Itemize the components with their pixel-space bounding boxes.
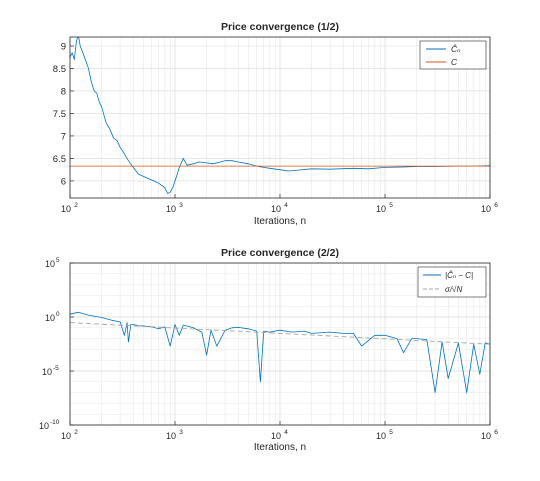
y-tick-label: 10: [45, 259, 55, 269]
legend-1-label-0: Ĉₙ: [451, 44, 461, 54]
series-line-2-0: [70, 311, 490, 394]
legend-2: |Ĉₙ − C| σ/√N: [417, 266, 487, 298]
y-tick-label: 6: [61, 176, 66, 187]
x-tick-exponent: 5: [389, 429, 393, 436]
x-tick-label: 10: [376, 204, 386, 214]
chart-1-xlabel: Iterations, n: [254, 216, 306, 227]
y-tick-exponent: 0: [56, 311, 60, 318]
y-tick-label: 9: [61, 41, 66, 52]
series-line-1-0: [70, 37, 490, 194]
x-tick-label: 10: [166, 431, 176, 441]
legend-1-box: [419, 40, 487, 70]
chart-2-title: Price convergence (2/2): [221, 247, 339, 259]
y-tick-exponent: 5: [56, 257, 60, 264]
x-tick-exponent: 2: [74, 202, 78, 209]
chart-2-xlabel: Iterations, n: [254, 442, 306, 453]
y-tick-label: 10: [39, 421, 49, 431]
y-tick-label: 7.5: [53, 109, 66, 120]
series-group-1: [70, 37, 490, 194]
axes-1: 10 2 10 3 10 4 10 5 10 666.577.588.59: [53, 41, 498, 214]
legend-1: Ĉₙ C: [419, 40, 487, 70]
x-tick-label: 10: [166, 204, 176, 214]
legend-1-label-1: C: [451, 57, 458, 67]
x-tick-exponent: 4: [284, 429, 288, 436]
y-tick-exponent: -10: [50, 419, 60, 426]
x-tick-label: 10: [61, 431, 71, 441]
y-tick-exponent: -5: [53, 365, 59, 372]
x-tick-label: 10: [61, 204, 71, 214]
x-tick-label: 10: [271, 431, 281, 441]
y-tick-label: 7: [61, 131, 66, 142]
chart-1-title: Price convergence (1/2): [221, 21, 339, 33]
legend-2-label-0: |Ĉₙ − C|: [445, 271, 473, 280]
x-tick-label: 10: [376, 431, 386, 441]
y-tick-label: 8: [61, 86, 66, 97]
x-tick-exponent: 2: [74, 429, 78, 436]
x-tick-exponent: 3: [179, 202, 183, 209]
x-tick-exponent: 6: [494, 202, 498, 209]
x-tick-label: 10: [481, 431, 491, 441]
y-tick-label: 8.5: [53, 64, 66, 75]
x-tick-exponent: 5: [389, 202, 393, 209]
x-tick-label: 10: [271, 204, 281, 214]
x-tick-exponent: 6: [494, 429, 498, 436]
chart-panel-2: Price convergence (2/2) 10 2 10 3 10 4 10 5 10 61…: [39, 247, 498, 453]
series-group-2: [70, 311, 490, 394]
chart-panel-1: Price convergence (1/2) 10 2 10 3 10 4 10 5 10 66…: [53, 21, 498, 227]
series-line-2-1: [70, 322, 490, 345]
y-tick-label: 10: [42, 367, 52, 377]
x-tick-label: 10: [481, 204, 491, 214]
x-tick-exponent: 3: [179, 429, 183, 436]
x-tick-exponent: 4: [284, 202, 288, 209]
legend-2-label-1: σ/√N: [445, 285, 462, 294]
y-tick-label: 10: [45, 313, 55, 323]
legend-2-box: [417, 266, 487, 298]
y-tick-label: 6.5: [53, 154, 66, 165]
